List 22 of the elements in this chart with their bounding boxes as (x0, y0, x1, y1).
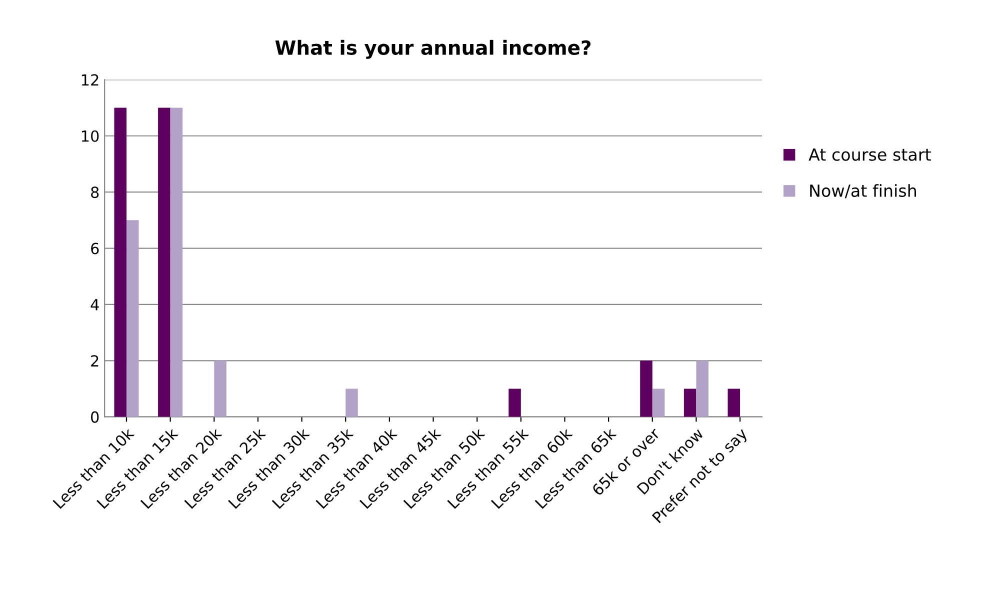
bar (114, 108, 126, 417)
legend-label: Now/at finish (810, 184, 916, 198)
bar (640, 360, 652, 417)
y-tick-label: 6 (91, 242, 99, 254)
bar (158, 108, 170, 417)
bar (728, 388, 740, 417)
bar (170, 108, 183, 417)
y-tick-label: 10 (82, 130, 99, 142)
bar (346, 388, 358, 417)
bar (652, 388, 665, 417)
bar (508, 388, 521, 417)
y-tick-label: 2 (91, 355, 98, 366)
chart-title: What is your annual income? (275, 40, 591, 59)
y-tick-label: 12 (82, 74, 98, 86)
bar (126, 220, 139, 417)
bar (214, 360, 226, 417)
y-tick-label: 0 (91, 411, 99, 423)
y-tick-label: 4 (90, 299, 99, 310)
legend-label: At course start (808, 148, 931, 161)
bar (696, 360, 708, 417)
y-tick-label: 8 (91, 186, 99, 198)
bar (684, 388, 696, 417)
